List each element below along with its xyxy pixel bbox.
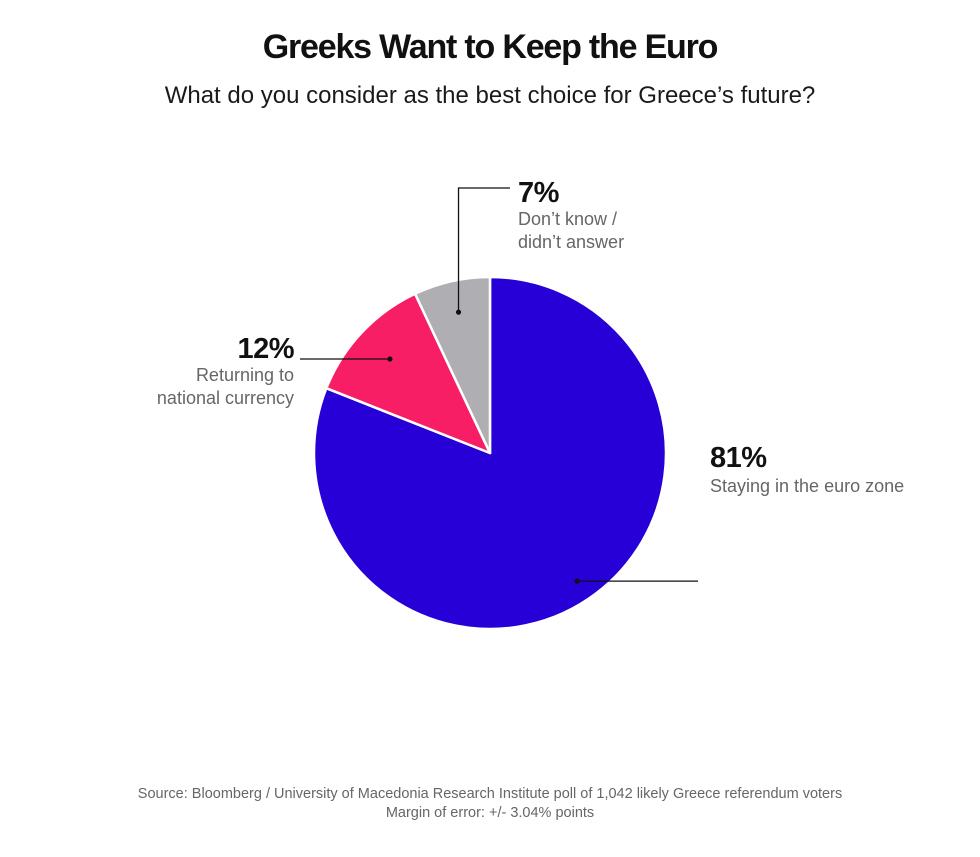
chart-title: Greeks Want to Keep the Euro xyxy=(262,28,719,66)
data-label-category: Returning to xyxy=(196,365,294,385)
callout-dot xyxy=(455,309,462,315)
pie-slices xyxy=(312,275,668,631)
margin-of-error-line: Margin of error: +/- 3.04% points xyxy=(385,805,595,821)
callout-line xyxy=(457,187,510,313)
pie-slice-returning-to-national-currency xyxy=(325,292,492,455)
pie-slice-don-t-know-didn-t-answer xyxy=(413,275,492,455)
data-label-percent: 12% xyxy=(237,333,294,365)
data-label-category: Don’t know / xyxy=(518,209,617,229)
pie-callouts: 81%Staying in the euro zone 12%Returning … xyxy=(157,177,904,584)
pie-slice-staying-in-the-euro-zone xyxy=(312,275,668,631)
data-label-category: didn’t answer xyxy=(518,232,624,252)
source-line: Source: Bloomberg / University of Macedo… xyxy=(137,786,843,802)
data-label-percent: 7% xyxy=(518,177,560,209)
data-label-category: national currency xyxy=(157,388,294,408)
data-label-category: Staying in the euro zone xyxy=(710,476,904,496)
chart-subtitle: What do you consider as the best choice … xyxy=(164,82,816,109)
data-label-percent: 81% xyxy=(710,442,767,474)
callout-dot xyxy=(387,356,393,362)
source-note: Source: Bloomberg / University of Macedo… xyxy=(0,785,980,823)
